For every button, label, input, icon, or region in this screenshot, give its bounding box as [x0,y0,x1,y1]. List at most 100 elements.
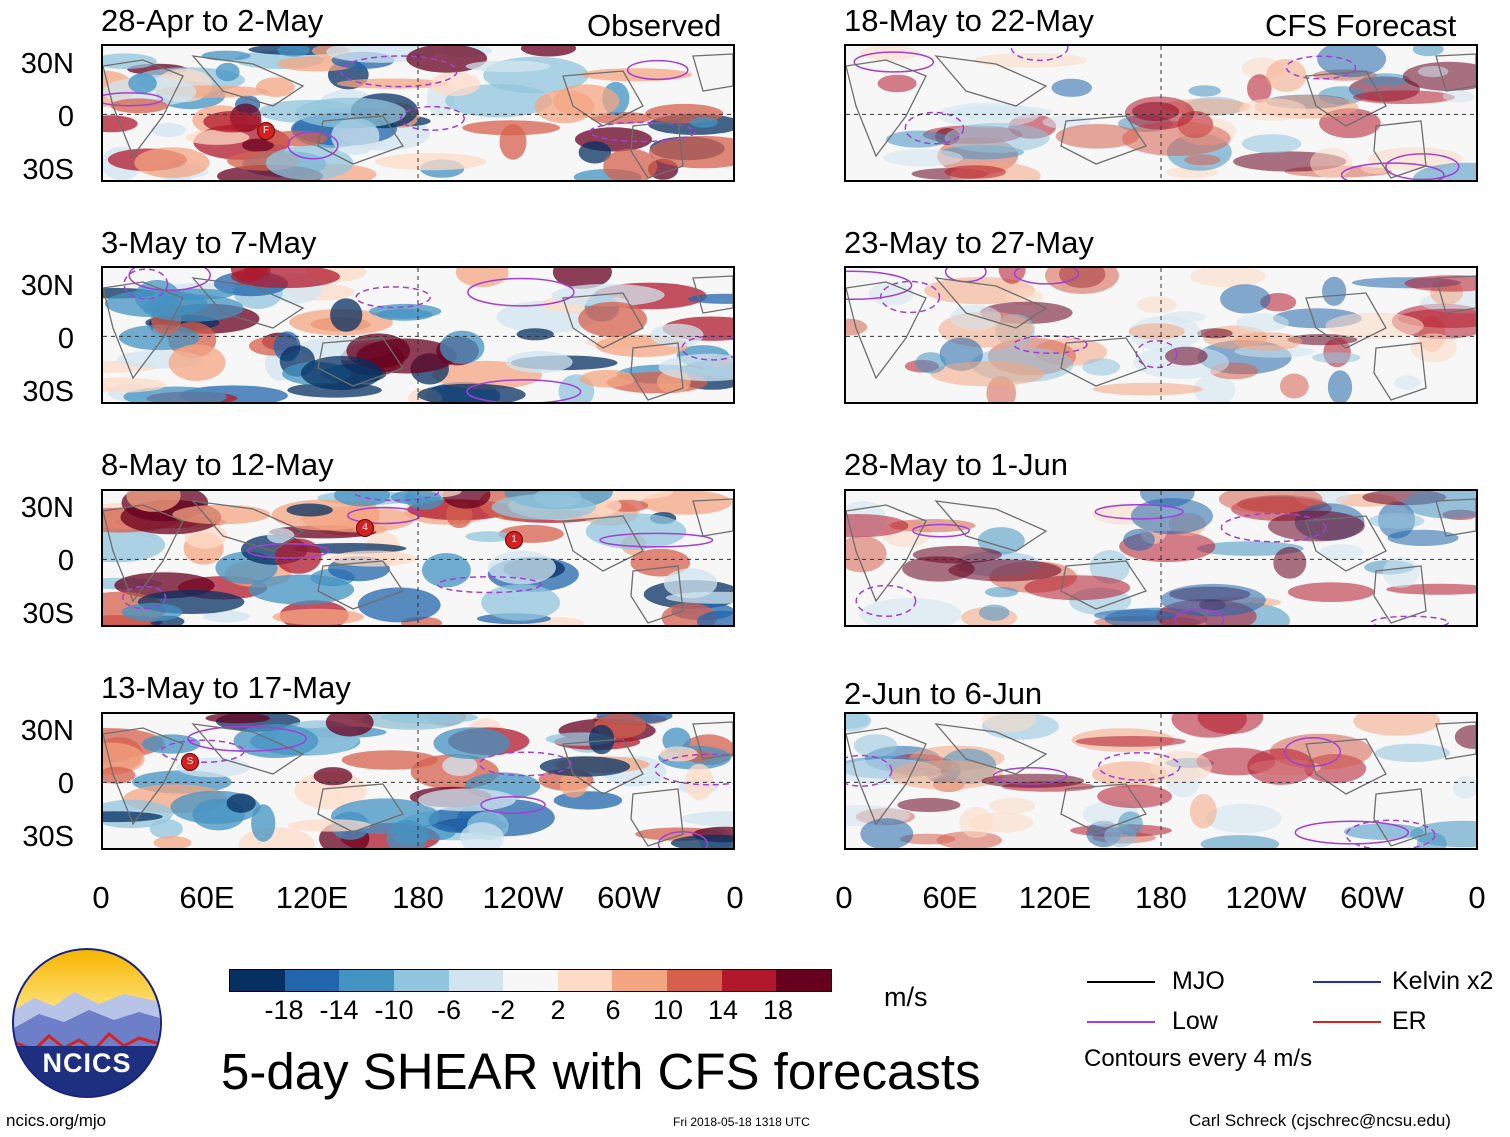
shear-blob [553,791,623,810]
shear-blob [1150,750,1212,784]
shear-blob [663,568,718,599]
shear-blob [1367,147,1463,171]
shear-blob [930,361,1045,387]
shear-blob [859,597,962,625]
coastline [630,788,684,847]
legend-line-er [1313,1021,1381,1023]
shear-blob [151,122,186,138]
shear-blob [1233,332,1303,351]
shear-blob [266,528,295,544]
shear-blob [1403,491,1476,519]
shear-blob [1453,775,1476,799]
shear-blob [1089,550,1130,584]
shear-blob [1413,162,1476,180]
shear-blob [1287,582,1375,602]
shear-blob [1140,491,1195,508]
low-contour [588,121,696,143]
shear-blob [275,538,322,574]
shear-blob [1160,583,1266,617]
coastline [1435,53,1476,92]
shear-blob [1188,85,1221,97]
xlabel-120e: 120E [1018,880,1092,915]
footer-url[interactable]: ncics.org/mjo [6,1111,107,1130]
colorbar-swatch-2 [339,970,394,991]
shear-blob [680,811,733,827]
coastline [103,59,184,158]
coastline [317,337,405,387]
shear-blob [1024,575,1131,601]
shear-field [846,714,1476,848]
xlabel-0: 0 [92,880,110,915]
map-panel-observed-1 [101,44,735,182]
shear-blob [1394,375,1421,390]
ylabel-eq: 0 [57,101,74,133]
low-contour [466,379,582,402]
map-panel-forecast-3 [844,489,1478,627]
shear-blob [418,788,516,812]
xlabel-0-end: 0 [726,880,744,915]
storm-marker: S [181,753,199,771]
shear-blob [376,308,433,321]
shear-blob [886,130,950,148]
shear-blob [1353,90,1455,104]
coastline [1435,498,1476,537]
shear-blob [265,130,328,147]
shear-field [846,491,1476,625]
shear-blob [937,102,1039,128]
xlabel-180: 180 [1135,880,1187,915]
shear-blob [650,323,704,347]
shear-blob [846,535,887,573]
map-panel-forecast-1 [844,44,1478,182]
shear-blob [1353,714,1441,736]
shear-blob [1094,609,1178,622]
coastline [1060,783,1148,833]
shear-blob [185,129,250,145]
shear-blob [505,351,573,374]
legend-line-kelvin [1313,981,1381,983]
coastline [191,500,305,552]
colorbar-label: -14 [319,995,359,1025]
ncics-logo: NCICS [12,948,162,1098]
low-contour [480,795,546,815]
shear-blob [1387,529,1459,546]
coastline [191,55,305,107]
colorbar-label: 10 [652,995,684,1025]
shear-blob [430,71,481,97]
colorbar-swatch-5 [503,970,558,991]
low-contour [1010,46,1069,62]
shear-blob [1220,284,1271,314]
low-contour [478,751,572,777]
shear-blob [300,355,382,391]
coastline [1373,120,1427,179]
shear-blob [325,714,374,737]
shear-blob [1122,121,1231,156]
colorbar [229,969,832,992]
ylabel-eq: 0 [57,323,74,355]
low-contour [1174,608,1225,625]
shear-blob [1092,382,1203,396]
storm-marker: 1 [505,531,523,549]
xlabel-60w: 60W [1340,880,1404,915]
shear-blob [1454,725,1476,749]
shear-blob [103,53,157,69]
shear-blob [121,602,183,622]
coastline [846,281,927,380]
shear-blob [982,714,1036,733]
map-panel-observed-3 [101,489,735,627]
shear-blob [658,353,733,382]
shear-blob [948,559,1062,582]
shear-blob [439,330,485,364]
map-panel-observed-4 [101,712,735,850]
shear-blob [128,73,157,94]
ylabel-30s: 30S [22,821,74,853]
shear-blob [226,793,256,813]
coastline [630,565,684,624]
shear-blob [578,141,612,164]
ylabel-30n: 30N [20,492,74,524]
shear-blob [1206,803,1282,834]
xlabel-0-end: 0 [1468,880,1486,915]
shear-blob [697,610,733,625]
shear-field [846,268,1476,402]
shear-blob [689,116,718,128]
coastline [934,277,1048,329]
